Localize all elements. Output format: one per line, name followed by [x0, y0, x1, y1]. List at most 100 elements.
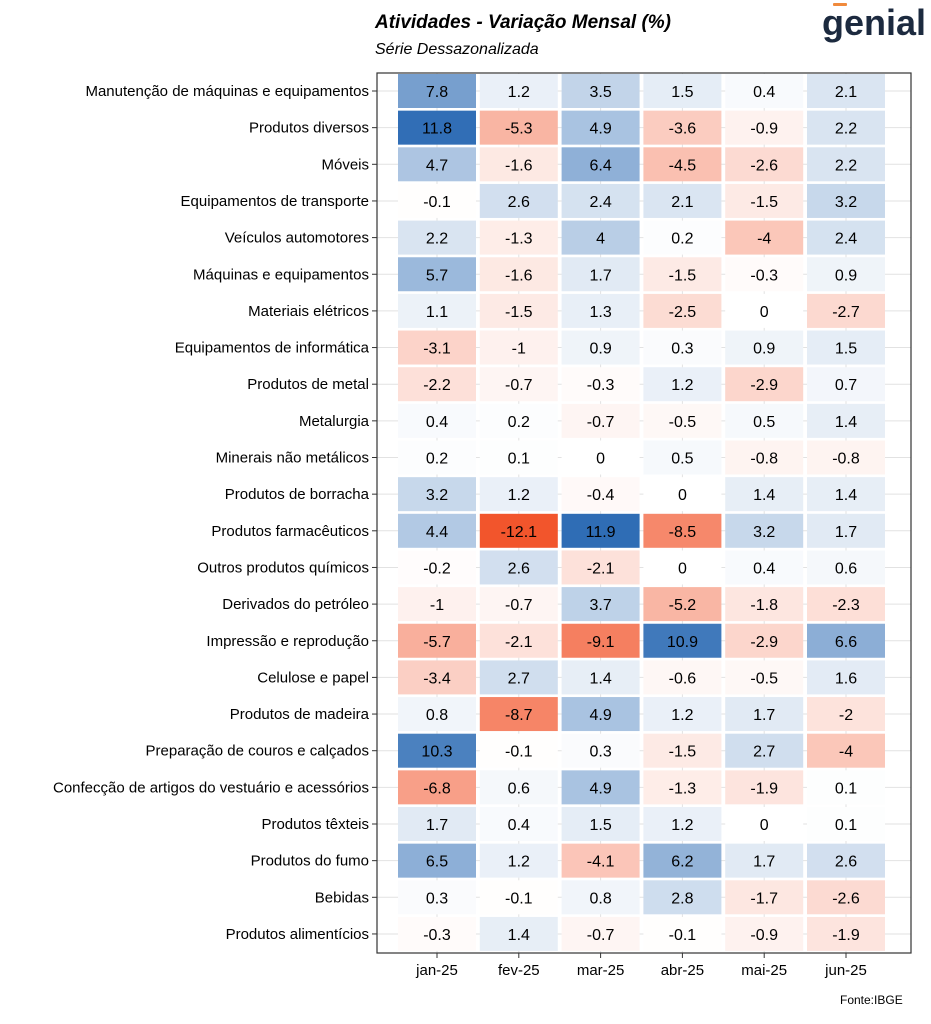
- heatmap-cell: [643, 880, 722, 915]
- cell-value-label: -1.5: [505, 304, 533, 321]
- heatmap-cell: [725, 770, 804, 805]
- heatmap-cell: [479, 403, 558, 438]
- cell-value-label: -0.7: [505, 597, 533, 614]
- cell-value-label: 2.2: [835, 121, 857, 138]
- cell-value-label: -0.1: [669, 927, 697, 944]
- y-axis-tick-label: Celulose e papel: [257, 669, 369, 686]
- heatmap-cell: [725, 257, 804, 292]
- cell-value-label: -0.9: [750, 121, 778, 138]
- cell-value-label: -4: [839, 744, 853, 761]
- heatmap-cell: [561, 147, 640, 182]
- cell-value-label: 1.4: [589, 670, 611, 687]
- cell-value-label: 1.6: [835, 670, 857, 687]
- heatmap-cell: [725, 513, 804, 548]
- cell-value-label: 4.9: [589, 121, 611, 138]
- y-axis-tick-label: Manutenção de máquinas e equipamentos: [85, 83, 369, 100]
- heatmap-cell: [643, 697, 722, 732]
- cell-value-label: 6.2: [671, 854, 693, 871]
- heatmap-cell: [725, 587, 804, 622]
- heatmap-cell: [479, 293, 558, 328]
- heatmap-cell: [807, 74, 885, 108]
- cell-value-label: 4.9: [589, 707, 611, 724]
- cell-value-label: 6.6: [835, 634, 857, 651]
- heatmap-cell: [807, 623, 885, 658]
- heatmap-cell: [643, 660, 722, 695]
- heatmap-cell: [725, 220, 804, 255]
- cell-value-label: -0.7: [587, 414, 615, 431]
- cell-value-label: -0.4: [587, 487, 615, 504]
- heatmap-cell: [479, 367, 558, 402]
- heatmap-cell: [807, 587, 885, 622]
- heatmap-cell: [479, 550, 558, 585]
- heatmap-cell: [561, 770, 640, 805]
- heatmap-cell: [807, 770, 885, 805]
- heatmap-cell: [725, 660, 804, 695]
- y-axis-tick-label: Equipamentos de transporte: [181, 193, 369, 210]
- cell-value-label: -0.8: [750, 451, 778, 468]
- cell-value-label: -0.7: [505, 377, 533, 394]
- cell-value-label: -0.7: [587, 927, 615, 944]
- cell-value-label: -1.7: [750, 890, 778, 907]
- heatmap-cell: [725, 916, 804, 951]
- cell-value-label: -2.7: [832, 304, 860, 321]
- x-axis-tick-label: mai-25: [741, 962, 787, 979]
- heatmap-cell: [643, 147, 722, 182]
- y-axis-tick-label: Produtos diversos: [249, 120, 369, 137]
- plot-panel: [377, 73, 911, 953]
- cell-value-label: 3.7: [589, 597, 611, 614]
- heatmap-cell: [807, 843, 885, 878]
- heatmap-cell: [479, 807, 558, 841]
- cell-value-label: 3.5: [589, 84, 611, 101]
- cell-value-label: 3.2: [426, 487, 448, 504]
- cell-value-label: 1.2: [671, 817, 693, 834]
- heatmap-cell: [479, 74, 558, 108]
- heatmap-cell: [643, 403, 722, 438]
- cell-value-label: 0.1: [835, 817, 857, 834]
- heatmap-cell: [643, 513, 722, 548]
- cell-value-label: -4.1: [587, 854, 615, 871]
- cell-value-label: 4.7: [426, 157, 448, 174]
- heatmap-cell: [479, 183, 558, 218]
- cell-value-label: 2.1: [671, 194, 693, 211]
- plot-border: [376, 72, 912, 954]
- cell-value-label: 0.3: [589, 744, 611, 761]
- y-axis-tick-label: Bebidas: [315, 889, 369, 906]
- heatmap-cell: [807, 403, 885, 438]
- heatmap-cell: [561, 550, 640, 585]
- y-axis-tick-label: Outros produtos químicos: [197, 559, 369, 576]
- heatmap-cell: [398, 74, 476, 108]
- cell-value-label: 0.9: [589, 341, 611, 358]
- heatmap-cell: [398, 770, 476, 805]
- heatmap-cell: [561, 440, 640, 475]
- heatmap-cell: [561, 367, 640, 402]
- y-axis-tick-label: Materiais elétricos: [248, 303, 369, 320]
- heatmap-cell: [398, 257, 476, 292]
- cell-value-label: 1.4: [508, 927, 530, 944]
- heatmap-cell: [643, 440, 722, 475]
- heatmap-cell: [643, 330, 722, 365]
- cell-value-label: -12.1: [501, 524, 538, 541]
- heatmap-cell: [807, 293, 885, 328]
- heatmap-cell: [643, 807, 722, 841]
- cell-value-label: -5.3: [505, 121, 533, 138]
- cell-value-label: -2.1: [587, 560, 615, 577]
- cell-value-label: 2.4: [835, 231, 857, 248]
- cell-value-label: -0.2: [423, 560, 451, 577]
- y-axis-tick-label: Produtos do fumo: [251, 853, 369, 870]
- x-axis-tick-label: jan-25: [415, 962, 458, 979]
- heatmap-cell: [561, 843, 640, 878]
- cell-value-label: -5.7: [423, 634, 451, 651]
- cell-value-label: 1.7: [753, 707, 775, 724]
- heatmap-cell: [725, 843, 804, 878]
- cell-value-label: 2.8: [671, 890, 693, 907]
- cell-value-label: 2.7: [508, 670, 530, 687]
- cell-value-label: 10.3: [421, 744, 452, 761]
- cell-value-label: 0.4: [426, 414, 448, 431]
- heatmap-cell: [561, 697, 640, 732]
- heatmap-cell: [725, 880, 804, 915]
- heatmap-cell: [807, 550, 885, 585]
- heatmap-cell: [725, 293, 804, 328]
- cell-value-label: -0.3: [423, 927, 451, 944]
- cell-value-label: 10.9: [667, 634, 698, 651]
- heatmap-cell: [479, 440, 558, 475]
